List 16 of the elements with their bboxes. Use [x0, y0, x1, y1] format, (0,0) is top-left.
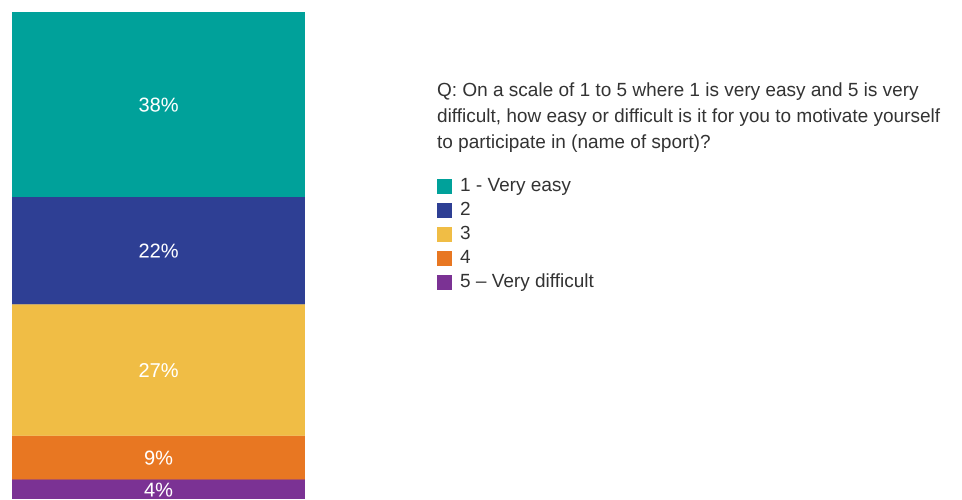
data-label: 4% — [144, 479, 174, 500]
legend-label: 2 — [460, 199, 471, 221]
data-label: 9% — [144, 448, 174, 470]
data-label: 27% — [138, 360, 179, 382]
bar — [12, 304, 305, 436]
bar — [12, 197, 305, 304]
bar — [12, 436, 305, 480]
legend-label: 4 — [460, 247, 471, 269]
legend-label: 3 — [460, 223, 471, 245]
bar — [12, 480, 305, 499]
data-label: 22% — [138, 240, 179, 263]
legend-title: Q: On a scale of 1 to 5 where 1 is very easy and 5 is very difficult, how easy or difficult is it for you to motivate yourself to participate in (name of sport)? — [437, 79, 942, 155]
legend-label: 1 - Very easy — [460, 175, 571, 197]
bar — [12, 12, 305, 198]
legend-label: 5 – Very difficult — [460, 271, 594, 293]
data-label: 38% — [138, 94, 179, 117]
